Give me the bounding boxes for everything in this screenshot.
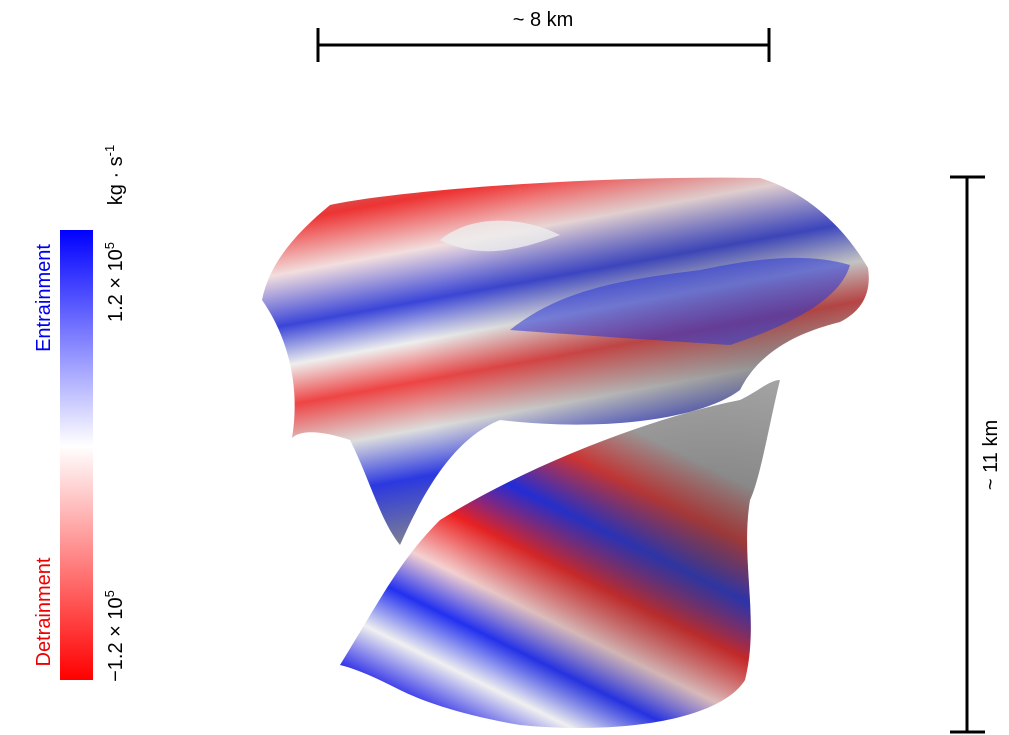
detrainment-label: Detrainment <box>33 557 55 666</box>
unit-label: kg · s-1 <box>102 145 127 205</box>
min-tick-base: −1.2 × 10 <box>105 597 127 682</box>
cloud-render <box>262 178 869 728</box>
max-tick-base: 1.2 × 10 <box>105 249 127 322</box>
max-tick-label: 1.2 × 105 <box>102 242 127 322</box>
vertical-scale-label: ~ 11 km <box>980 420 1002 490</box>
horizontal-scale-bar <box>318 28 769 62</box>
min-tick-label: −1.2 × 105 <box>102 590 127 682</box>
unit-base: kg · s <box>105 156 127 205</box>
figure: ~ 8 km ~ 11 km Entrainment Detrainment 1… <box>0 0 1009 735</box>
max-tick-exponent: 5 <box>102 242 117 249</box>
min-tick-exponent: 5 <box>102 590 117 597</box>
horizontal-scale-label: ~ 8 km <box>513 9 574 31</box>
colorbar <box>60 230 93 680</box>
unit-exponent: -1 <box>102 145 117 157</box>
entrainment-label: Entrainment <box>33 244 55 352</box>
